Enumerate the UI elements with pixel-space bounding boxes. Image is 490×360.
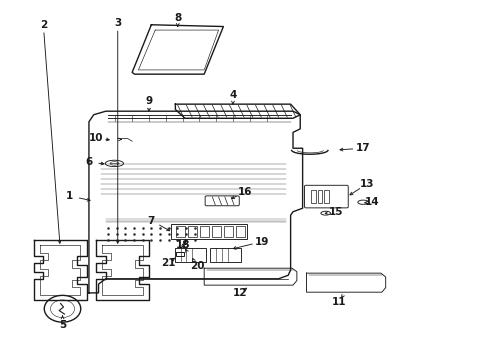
Text: 16: 16 [238, 187, 252, 197]
Text: 2: 2 [40, 20, 47, 30]
Text: 11: 11 [331, 297, 346, 307]
Bar [171, 224, 247, 239]
Text: 6: 6 [85, 157, 93, 167]
Bar [324, 190, 329, 203]
Text: 18: 18 [175, 240, 190, 250]
Text: 9: 9 [146, 96, 152, 105]
Bar [224, 226, 233, 237]
Text: 17: 17 [355, 143, 370, 153]
Text: 8: 8 [174, 13, 181, 23]
Text: 10: 10 [89, 133, 103, 143]
Bar [175, 248, 206, 262]
Text: 3: 3 [114, 18, 122, 28]
Text: 13: 13 [360, 179, 375, 189]
Text: 21: 21 [161, 258, 175, 268]
Bar [210, 248, 241, 262]
Text: 4: 4 [229, 90, 237, 100]
Text: 20: 20 [190, 261, 204, 271]
Text: 1: 1 [66, 191, 74, 201]
Text: 15: 15 [329, 207, 343, 217]
Bar [176, 252, 184, 256]
Text: 19: 19 [255, 237, 269, 247]
Bar [200, 226, 209, 237]
Bar [236, 226, 245, 237]
Bar [311, 190, 316, 203]
Bar [318, 190, 322, 203]
Text: 5: 5 [59, 320, 66, 330]
Bar [188, 226, 197, 237]
Bar [212, 226, 221, 237]
Bar [176, 226, 185, 237]
Text: 12: 12 [233, 288, 247, 298]
Text: 14: 14 [365, 197, 380, 207]
Text: 7: 7 [147, 216, 155, 226]
